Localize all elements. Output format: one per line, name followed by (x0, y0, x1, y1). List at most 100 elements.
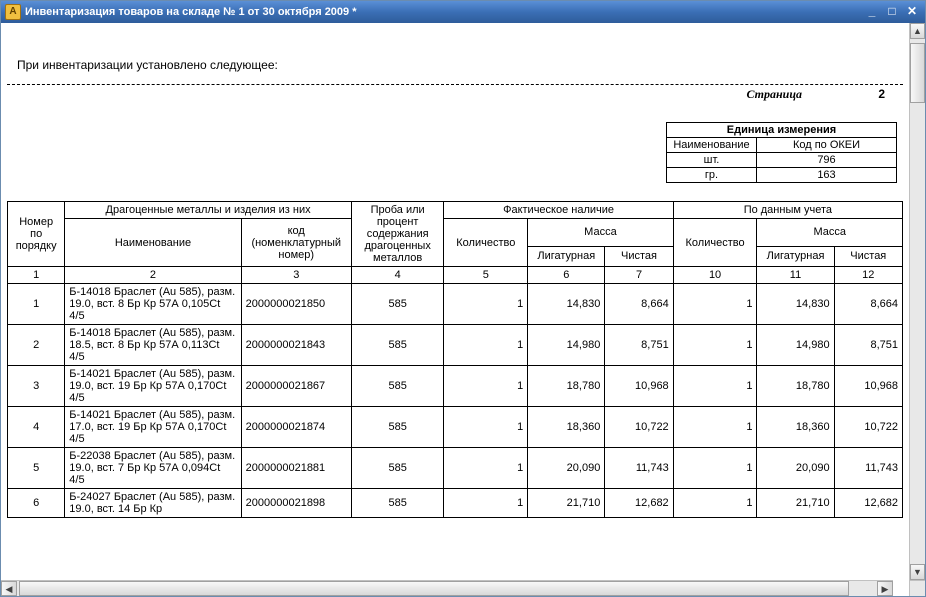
cell-code: 2000000021843 (241, 325, 351, 366)
colnum: 11 (757, 267, 834, 284)
cell-actual-qty: 1 (444, 489, 528, 518)
colnum: 5 (444, 267, 528, 284)
unit-row: гр. 163 (667, 168, 897, 183)
cell-name: Б-24027 Браслет (Au 585), разм. 19.0, вс… (65, 489, 241, 518)
scroll-h-thumb[interactable] (19, 581, 849, 596)
unit-name: шт. (667, 153, 757, 168)
document-area: При инвентаризации установлено следующее… (1, 23, 909, 596)
cell-name: Б-14018 Браслет (Au 585), разм. 18.5, вс… (65, 325, 241, 366)
unit-table-title: Единица измерения (667, 123, 897, 138)
cell-account-qty: 1 (673, 489, 757, 518)
colnum: 7 (605, 267, 673, 284)
cell-sample: 585 (351, 489, 444, 518)
page-label: Страница (746, 87, 802, 101)
cell-account-pure: 10,722 (834, 407, 902, 448)
cell-sample: 585 (351, 407, 444, 448)
cell-index: 1 (8, 284, 65, 325)
cell-account-qty: 1 (673, 325, 757, 366)
colnum: 1 (8, 267, 65, 284)
cell-actual-lig: 21,710 (528, 489, 605, 518)
col-actual-pure: Чистая (605, 246, 673, 267)
cell-actual-qty: 1 (444, 325, 528, 366)
cell-account-lig: 20,090 (757, 448, 834, 489)
cell-actual-pure: 10,722 (605, 407, 673, 448)
unit-col-code: Код по ОКЕИ (757, 138, 897, 153)
titlebar: A Инвентаризация товаров на складе № 1 о… (1, 1, 925, 23)
cell-index: 5 (8, 448, 65, 489)
cell-actual-pure: 8,751 (605, 325, 673, 366)
cell-account-pure: 8,664 (834, 284, 902, 325)
cell-name: Б-22038 Браслет (Au 585), разм. 19.0, вс… (65, 448, 241, 489)
cell-account-lig: 14,980 (757, 325, 834, 366)
unit-col-name: Наименование (667, 138, 757, 153)
cell-sample: 585 (351, 366, 444, 407)
scrollbar-corner (909, 580, 925, 596)
scroll-v-thumb[interactable] (910, 43, 925, 103)
cell-actual-pure: 12,682 (605, 489, 673, 518)
app-icon: A (5, 4, 21, 20)
window-title: Инвентаризация товаров на складе № 1 от … (25, 6, 863, 18)
scroll-up-button[interactable]: ▲ (910, 23, 925, 39)
page-label-row: Страница 2 (7, 87, 903, 102)
cell-actual-pure: 8,664 (605, 284, 673, 325)
colnum: 2 (65, 267, 241, 284)
cell-account-qty: 1 (673, 366, 757, 407)
page-number: 2 (805, 87, 885, 101)
cell-actual-qty: 1 (444, 284, 528, 325)
cell-actual-lig: 18,780 (528, 366, 605, 407)
colnum: 6 (528, 267, 605, 284)
scroll-down-button[interactable]: ▼ (910, 564, 925, 580)
cell-index: 6 (8, 489, 65, 518)
cell-name: Б-14021 Браслет (Au 585), разм. 19.0, вс… (65, 366, 241, 407)
cell-code: 2000000021874 (241, 407, 351, 448)
minimize-button[interactable]: _ (863, 4, 881, 20)
unit-code: 796 (757, 153, 897, 168)
unit-name: гр. (667, 168, 757, 183)
cell-sample: 585 (351, 284, 444, 325)
inventory-table: Номер по порядку Драгоценные металлы и и… (7, 201, 903, 518)
col-actual-qty: Количество (444, 219, 528, 267)
colnum: 12 (834, 267, 902, 284)
scroll-right-button[interactable]: ▶ (877, 581, 893, 596)
cell-account-qty: 1 (673, 407, 757, 448)
cell-account-lig: 18,780 (757, 366, 834, 407)
cell-actual-qty: 1 (444, 448, 528, 489)
window-controls: _ □ ✕ (863, 4, 921, 20)
cell-sample: 585 (351, 325, 444, 366)
cell-actual-lig: 18,360 (528, 407, 605, 448)
close-button[interactable]: ✕ (903, 4, 921, 20)
cell-actual-qty: 1 (444, 366, 528, 407)
cell-account-qty: 1 (673, 284, 757, 325)
col-actual-group: Фактическое наличие (444, 202, 673, 219)
col-order-no: Номер по порядку (8, 202, 65, 267)
cell-account-lig: 18,360 (757, 407, 834, 448)
intro-text: При инвентаризации установлено следующее… (17, 58, 903, 72)
col-sample: Проба или процент содержания драгоценных… (351, 202, 444, 267)
col-actual-lig: Лигатурная (528, 246, 605, 267)
cell-actual-lig: 20,090 (528, 448, 605, 489)
cell-account-pure: 12,682 (834, 489, 902, 518)
col-account-mass: Масса (757, 219, 903, 247)
cell-account-qty: 1 (673, 448, 757, 489)
content-wrapper: При инвентаризации установлено следующее… (1, 23, 925, 596)
col-account-pure: Чистая (834, 246, 902, 267)
maximize-button[interactable]: □ (883, 4, 901, 20)
col-precious-group: Драгоценные металлы и изделия из них (65, 202, 352, 219)
cell-account-lig: 14,830 (757, 284, 834, 325)
table-row: 5Б-22038 Браслет (Au 585), разм. 19.0, в… (8, 448, 903, 489)
cell-code: 2000000021850 (241, 284, 351, 325)
cell-account-lig: 21,710 (757, 489, 834, 518)
scrollbar-vertical[interactable]: ▲ ▼ (909, 23, 925, 596)
colnum: 3 (241, 267, 351, 284)
cell-code: 2000000021867 (241, 366, 351, 407)
col-name: Наименование (65, 219, 241, 267)
cell-actual-lig: 14,980 (528, 325, 605, 366)
cell-index: 2 (8, 325, 65, 366)
cell-index: 3 (8, 366, 65, 407)
scroll-left-button[interactable]: ◀ (1, 581, 17, 596)
col-account-qty: Количество (673, 219, 757, 267)
table-row: 1Б-14018 Браслет (Au 585), разм. 19.0, в… (8, 284, 903, 325)
colnum: 4 (351, 267, 444, 284)
scrollbar-horizontal[interactable]: ◀ ▶ (1, 580, 893, 596)
col-account-lig: Лигатурная (757, 246, 834, 267)
